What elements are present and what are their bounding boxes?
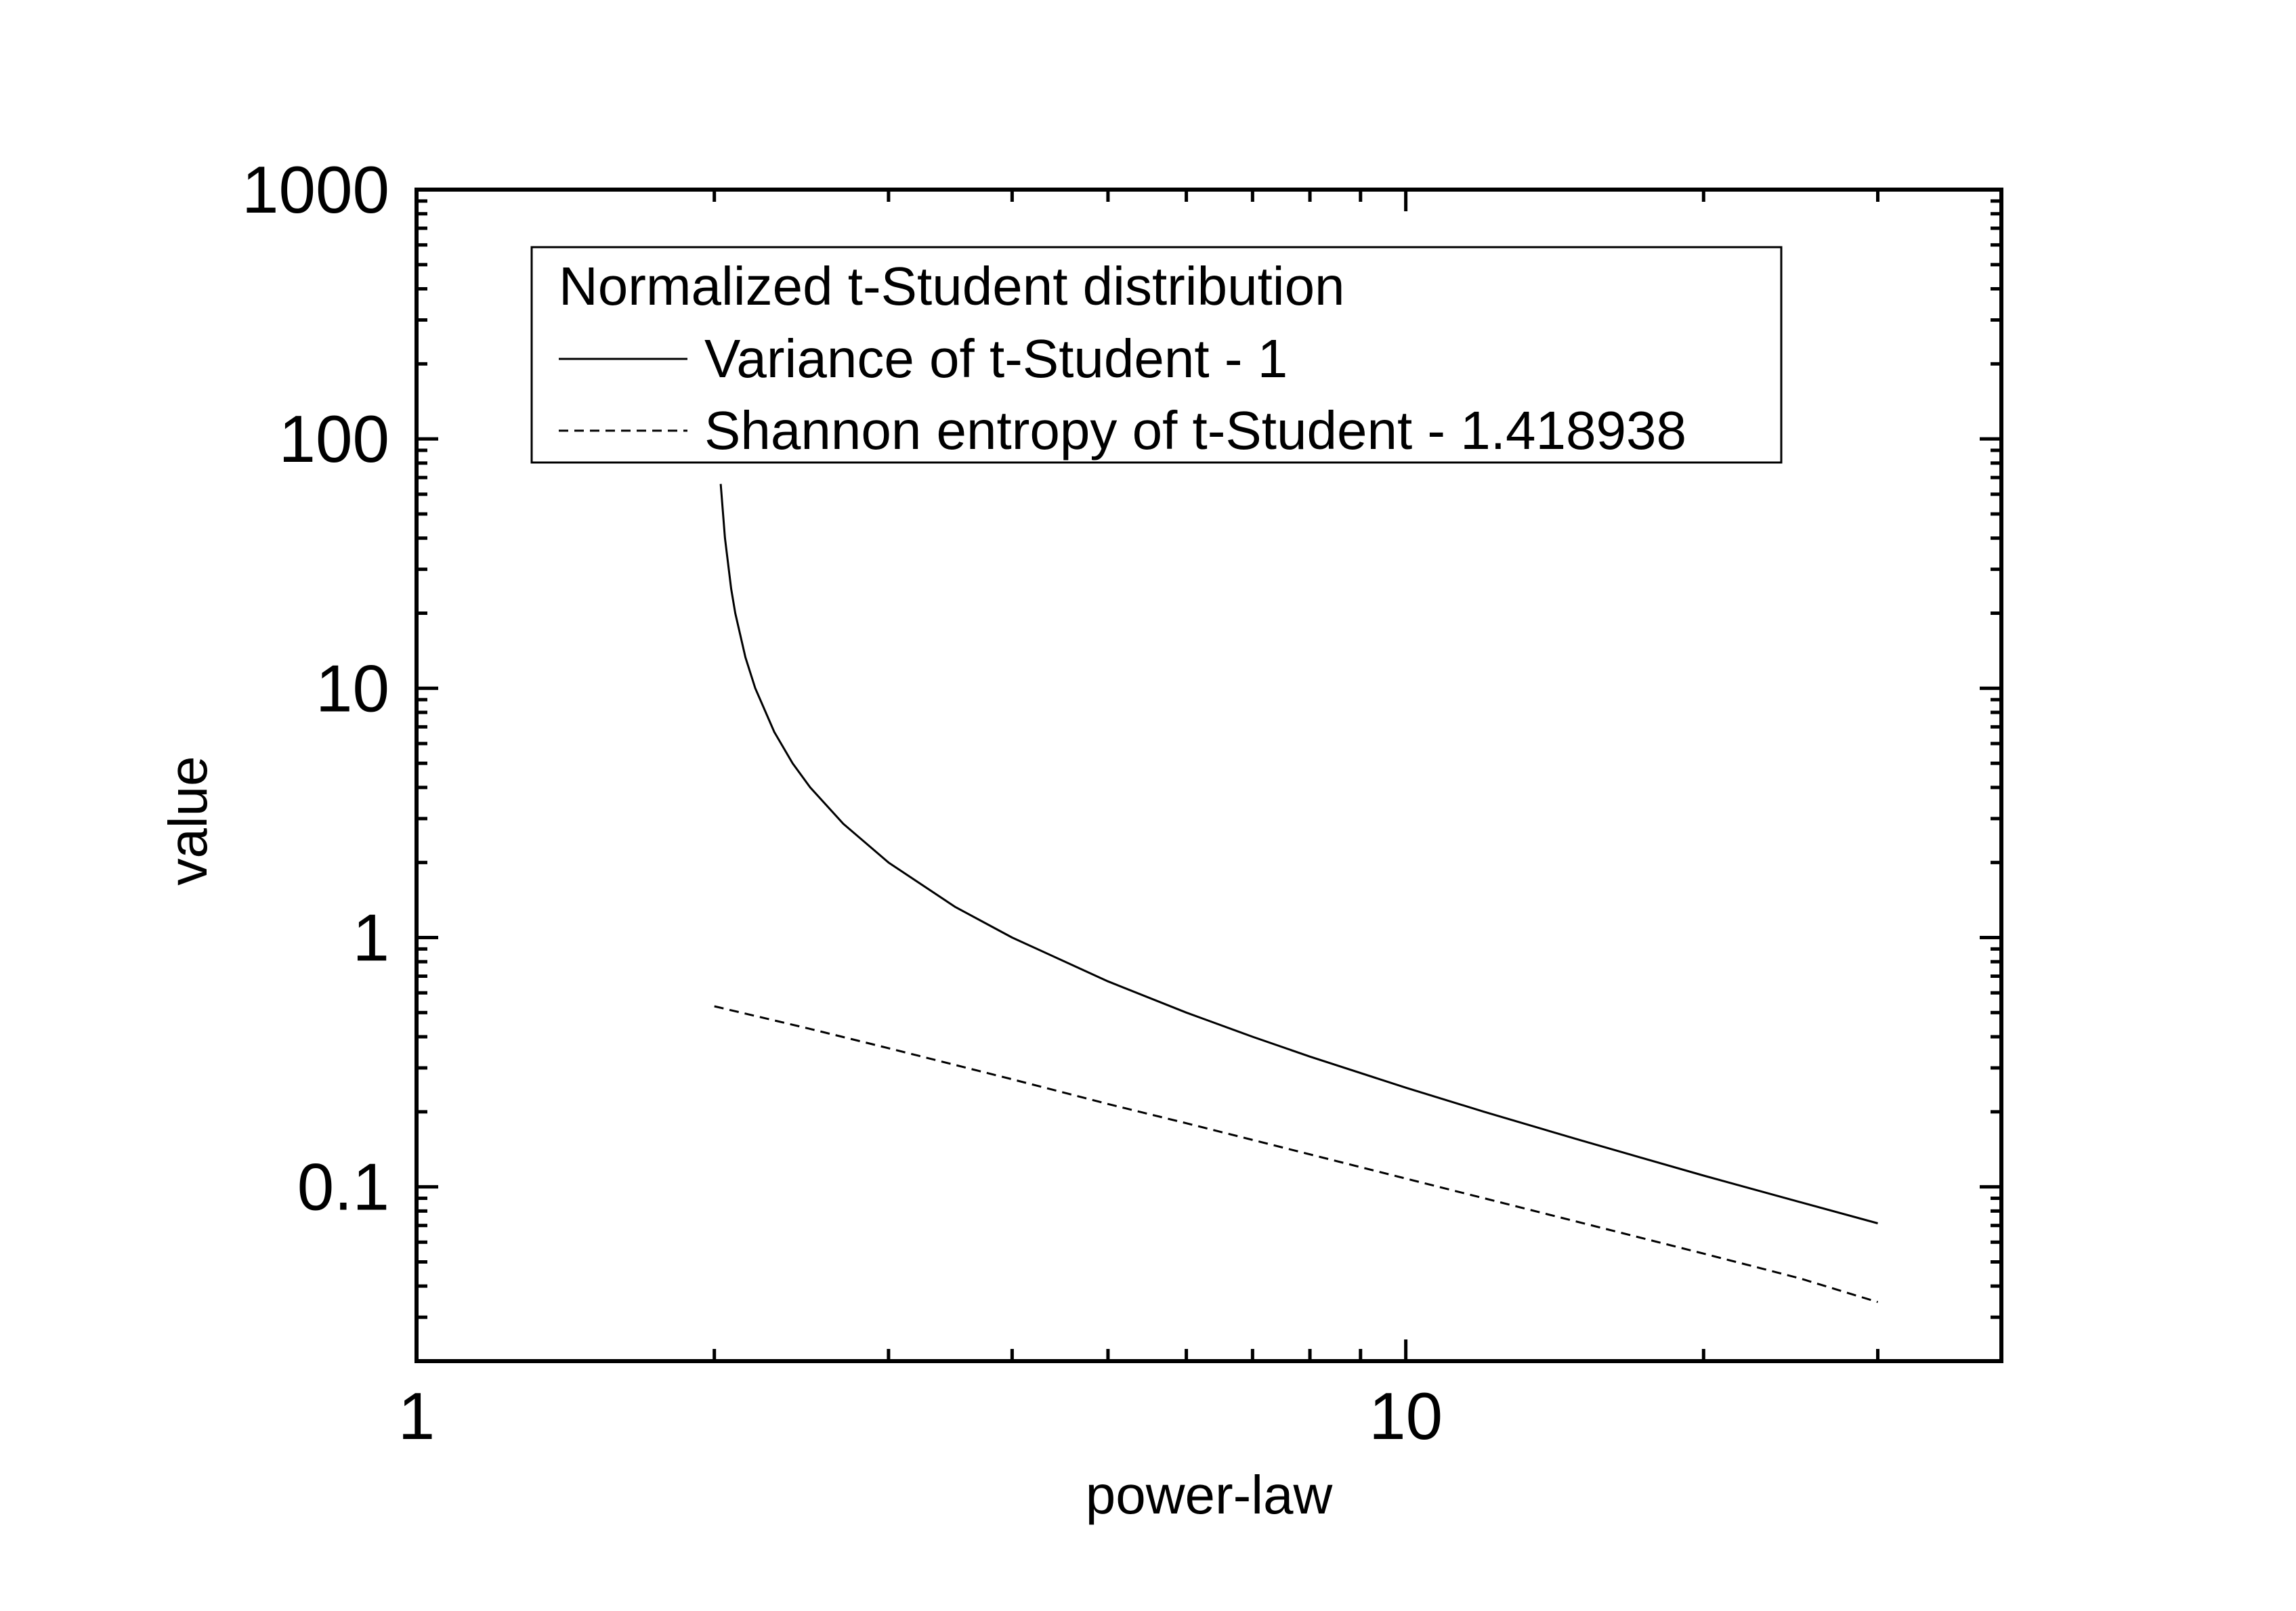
legend-entry-shannon: Shannon entropy of t-Student - 1.418938 [704, 400, 1686, 460]
y-tick-label: 1 [352, 900, 389, 974]
y-tick-label: 0.1 [297, 1150, 389, 1224]
legend-entry-variance: Variance of t-Student - 1 [704, 328, 1288, 389]
y-tick-label: 10 [316, 651, 389, 725]
series-layer [714, 484, 1878, 1304]
series-line-shannon-entropy [714, 1005, 1878, 1304]
legend-box [530, 246, 1783, 464]
x-tick-label: 10 [1369, 1379, 1443, 1453]
legend-title: Normalized t-Student distribution [559, 256, 1345, 316]
y-tick-label: 1000 [242, 152, 389, 227]
x-axis-title: power-law [1086, 1465, 1333, 1525]
x-tick-label: 1 [398, 1379, 435, 1453]
y-tick-label: 100 [278, 402, 389, 476]
tick-labels: 1 10 0.1 1 10 100 1000 [242, 152, 1443, 1453]
plot-frame [414, 188, 2003, 1363]
series-line-variance [719, 484, 1878, 1224]
y-axis-title: value [158, 756, 218, 885]
legend: Normalized t-Student distribution Varian… [530, 246, 1783, 464]
